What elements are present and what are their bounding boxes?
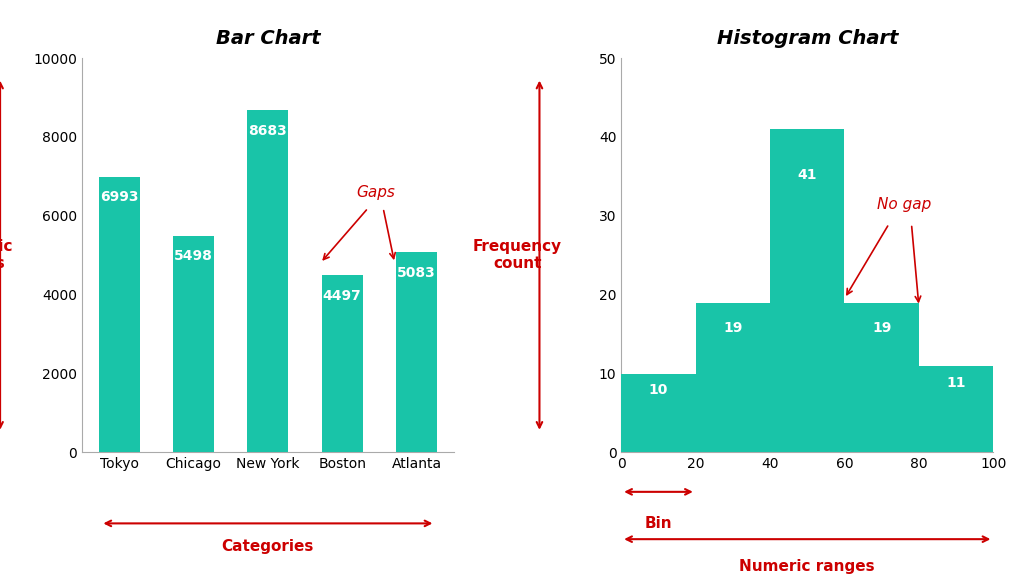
Text: No gap: No gap [877,197,931,212]
Text: 4497: 4497 [323,289,361,303]
Text: Gaps: Gaps [356,185,395,200]
Text: Categories: Categories [222,539,314,554]
Text: Numeric
values: Numeric values [0,239,13,271]
Bar [622,374,695,452]
Bar [248,110,289,452]
Bar [396,252,437,452]
Bar [845,303,919,452]
Text: Frequency
count: Frequency count [473,239,562,271]
Text: Bin: Bin [645,516,673,531]
Title: Histogram Chart: Histogram Chart [717,29,898,48]
Bar [173,235,214,452]
Bar [695,303,770,452]
Title: Bar Chart: Bar Chart [216,29,321,48]
Text: 5498: 5498 [174,249,213,263]
Text: 11: 11 [946,376,966,390]
Text: 8683: 8683 [249,124,288,137]
Text: Numeric ranges: Numeric ranges [739,559,876,574]
Bar [322,275,362,452]
Text: 41: 41 [798,168,817,182]
Text: 6993: 6993 [100,190,138,204]
Bar [99,176,139,452]
Text: 5083: 5083 [397,266,436,280]
Text: 19: 19 [872,321,891,335]
Text: 10: 10 [649,383,669,397]
Bar [919,365,993,452]
Bar [770,129,845,452]
Text: 19: 19 [723,321,742,335]
